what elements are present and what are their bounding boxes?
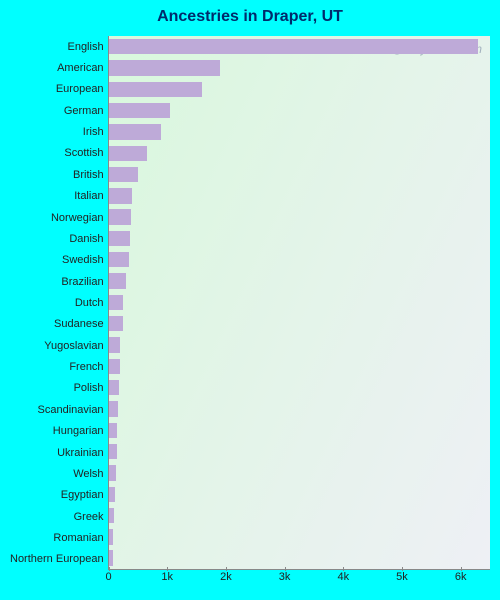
bar (109, 380, 120, 395)
bar (109, 550, 113, 565)
y-axis-labels: EnglishAmericanEuropeanGermanIrishScotti… (10, 36, 108, 570)
bar (109, 337, 121, 352)
bar-row (109, 313, 490, 334)
y-axis-label: Romanian (10, 527, 104, 548)
bar-row (109, 526, 490, 547)
y-axis-label: Greek (10, 506, 104, 527)
bar-row (109, 441, 490, 462)
y-axis-label: Irish (10, 121, 104, 142)
bar (109, 508, 115, 523)
bar (109, 401, 118, 416)
x-tick-label: 1k (161, 571, 173, 583)
y-axis-label: Hungarian (10, 420, 104, 441)
y-axis-label: Dutch (10, 292, 104, 313)
bar (109, 39, 479, 54)
bar (109, 124, 162, 139)
bar (109, 359, 120, 374)
bar (109, 465, 116, 480)
bar-row (109, 57, 490, 78)
y-axis-label: Scandinavian (10, 399, 104, 420)
bar-row (109, 505, 490, 526)
y-axis-label: Swedish (10, 250, 104, 271)
bar-row (109, 185, 490, 206)
y-axis-label: German (10, 100, 104, 121)
y-axis-label: Welsh (10, 463, 104, 484)
x-tick-label: 0 (106, 571, 112, 583)
bar (109, 295, 124, 310)
bar-row (109, 292, 490, 313)
bar-row (109, 121, 490, 142)
bar (109, 273, 127, 288)
bar-row (109, 484, 490, 505)
y-axis-label: European (10, 79, 104, 100)
plot-area: City-Data.com 01k2k3k4k5k6k (108, 36, 490, 570)
bar (109, 316, 123, 331)
bar (109, 103, 171, 118)
bar-row (109, 377, 490, 398)
y-axis-label: Polish (10, 378, 104, 399)
x-tick-label: 2k (220, 571, 232, 583)
y-axis-label: Scottish (10, 143, 104, 164)
x-axis-ticks: 0 1k 2k 3k 4k 5k 6k (109, 571, 490, 587)
bar-row (109, 334, 490, 355)
y-axis-label: French (10, 356, 104, 377)
bar (109, 188, 132, 203)
bar (109, 167, 138, 182)
y-axis-label: Brazilian (10, 271, 104, 292)
bar-row (109, 462, 490, 483)
y-axis-label: English (10, 36, 104, 57)
bars-container (109, 36, 490, 569)
bar-row (109, 420, 490, 441)
bar (109, 82, 203, 97)
bar-row (109, 249, 490, 270)
y-axis-label: Danish (10, 228, 104, 249)
bar (109, 444, 117, 459)
bar (109, 487, 115, 502)
bar (109, 423, 118, 438)
chart-title: Ancestries in Draper, UT (0, 0, 500, 30)
bar (109, 60, 220, 75)
bar-row (109, 548, 490, 569)
y-axis-label: American (10, 57, 104, 78)
bar-row (109, 79, 490, 100)
bar-row (109, 100, 490, 121)
bar (109, 252, 129, 267)
bar-row (109, 164, 490, 185)
y-axis-label: Northern European (10, 549, 104, 570)
x-tick-label: 4k (337, 571, 349, 583)
y-axis-label: Sudanese (10, 314, 104, 335)
bar-row (109, 228, 490, 249)
x-tick-label: 5k (396, 571, 408, 583)
bar-row (109, 398, 490, 419)
bar-row (109, 143, 490, 164)
chart-area: EnglishAmericanEuropeanGermanIrishScotti… (10, 36, 490, 570)
page: Ancestries in Draper, UT EnglishAmerican… (0, 0, 500, 600)
x-tick-label: 6k (455, 571, 467, 583)
y-axis-label: Yugoslavian (10, 335, 104, 356)
bar-row (109, 356, 490, 377)
bar (109, 146, 147, 161)
bar-row (109, 36, 490, 57)
bar-row (109, 270, 490, 291)
y-axis-label: Norwegian (10, 207, 104, 228)
y-axis-label: Ukrainian (10, 442, 104, 463)
x-tick-label: 3k (279, 571, 291, 583)
bar (109, 209, 131, 224)
bar (109, 231, 130, 246)
y-axis-label: Egyptian (10, 485, 104, 506)
bar-row (109, 207, 490, 228)
y-axis-label: Italian (10, 186, 104, 207)
y-axis-label: British (10, 164, 104, 185)
bar (109, 529, 114, 544)
